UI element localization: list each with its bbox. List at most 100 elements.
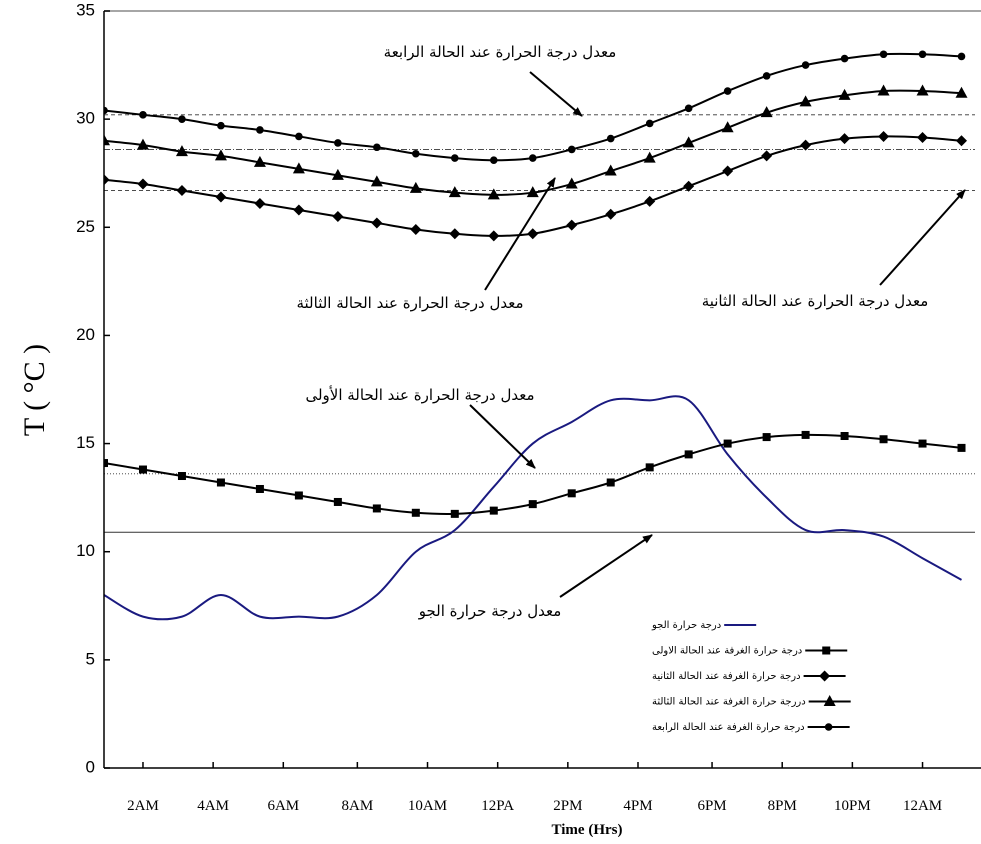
series-line: [104, 89, 962, 196]
marker-square: [762, 433, 771, 442]
y-tick-label: 5: [86, 649, 95, 668]
marker-diamond: [332, 210, 344, 222]
marker-circle: [256, 126, 264, 134]
x-tick-label: 2PM: [553, 798, 582, 814]
marker-square: [567, 489, 576, 498]
series-layer: [104, 50, 968, 621]
legend-label: درجة حرارة الغرفة عند الحالة الرابعة: [652, 722, 805, 733]
marker-triangle: [955, 86, 968, 98]
legend-label: درجة حرارة الغرفة عند الحالة الاولى: [652, 646, 802, 657]
x-tick-label: 6PM: [697, 798, 726, 814]
y-tick-label: 35: [76, 0, 95, 19]
x-tick-label: 4PM: [623, 798, 652, 814]
marker-triangle: [370, 175, 383, 187]
marker-diamond: [761, 150, 773, 162]
annotation: معدل درجة حرارة الجو: [418, 602, 562, 620]
marker-triangle: [214, 149, 227, 161]
marker-square: [879, 435, 888, 444]
marker-diamond: [566, 219, 578, 231]
y-axis-title: T ( °C ): [18, 344, 51, 436]
marker-square: [216, 478, 225, 487]
marker-square: [822, 646, 831, 655]
marker-circle: [178, 115, 186, 123]
annotation: معدل درجة الحرارة عند الحالة الأولى: [305, 385, 534, 404]
marker-circle: [684, 104, 693, 113]
marker-circle: [762, 72, 771, 80]
series-line: [104, 52, 962, 162]
marker-triangle: [643, 151, 656, 163]
marker-triangle: [487, 188, 500, 200]
marker-triangle: [253, 155, 266, 167]
marker-circle: [139, 111, 147, 119]
marker-square: [528, 500, 537, 509]
marker-triangle: [409, 181, 422, 193]
marker-square: [255, 484, 264, 493]
x-tick-label: 8AM: [342, 798, 374, 814]
marker-diamond: [410, 223, 422, 235]
marker-square: [840, 432, 849, 441]
marker-circle: [567, 145, 576, 154]
marker-diamond: [800, 139, 812, 151]
marker-triangle: [682, 136, 695, 148]
marker-triangle: [565, 177, 578, 189]
marker-square: [138, 465, 147, 474]
marker-diamond: [104, 174, 110, 186]
marker-circle: [840, 54, 849, 63]
legend-label: دررجة حرارة الغرفة عند الحالة الثالثة: [652, 697, 806, 708]
marker-diamond: [176, 185, 188, 197]
marker-circle: [824, 723, 833, 731]
marker-square: [957, 443, 966, 452]
marker-diamond: [683, 180, 695, 192]
plot: [104, 50, 975, 621]
y-tick-label: 10: [76, 541, 95, 560]
x-tick-label: 8PM: [768, 798, 797, 814]
marker-triangle: [823, 695, 836, 706]
annotation: معدل درجة الحرارة عند الحالة الرابعة: [384, 43, 617, 61]
marker-circle: [957, 52, 966, 61]
marker-triangle: [916, 84, 929, 96]
marker-circle: [879, 50, 888, 59]
marker-diamond: [449, 228, 461, 240]
y-tick-label: 25: [76, 217, 95, 236]
marker-triangle: [526, 186, 539, 198]
marker-diamond: [371, 217, 383, 229]
marker-triangle: [448, 186, 461, 198]
marker-circle: [412, 149, 420, 158]
annotation: معدل درجة الحرارة عند الحالة الثانية: [702, 292, 929, 310]
y-tick-label: 0: [86, 757, 95, 776]
legend-label: درجة حرارة الغرفة عند الحالة الثانية: [652, 671, 801, 682]
marker-square: [489, 506, 498, 515]
x-tick-label: 10AM: [408, 798, 447, 814]
marker-circle: [373, 143, 381, 152]
marker-circle: [451, 154, 459, 162]
marker-square: [801, 430, 810, 439]
x-tick-label: 12AM: [903, 798, 942, 814]
marker-diamond: [254, 197, 266, 209]
marker-diamond: [293, 204, 305, 216]
x-tick-label: 6AM: [267, 798, 299, 814]
x-tick-label: 2AM: [127, 798, 159, 814]
marker-triangle: [604, 164, 617, 176]
x-tick-label: 12PA: [481, 798, 514, 814]
marker-square: [684, 450, 693, 459]
marker-triangle: [838, 88, 851, 100]
marker-diamond: [839, 133, 851, 145]
marker-diamond: [605, 208, 617, 220]
marker-diamond: [878, 130, 890, 142]
marker-circle: [606, 134, 615, 143]
annotation: معدل درجة الحرارة عند الحالة الثالثة: [296, 294, 523, 312]
marker-square: [606, 478, 615, 487]
marker-diamond: [917, 132, 929, 144]
marker-circle: [217, 121, 225, 130]
marker-circle: [918, 50, 927, 59]
y-tick-label: 30: [76, 109, 95, 128]
legend-label: درجة حرارة الجو: [651, 620, 721, 631]
marker-triangle: [331, 168, 344, 180]
marker-square: [411, 508, 420, 517]
marker-triangle: [877, 84, 890, 96]
marker-square: [645, 463, 654, 472]
marker-diamond: [722, 165, 734, 177]
y-tick-label: 15: [76, 433, 95, 452]
marker-diamond: [644, 195, 656, 207]
marker-circle: [104, 106, 108, 115]
